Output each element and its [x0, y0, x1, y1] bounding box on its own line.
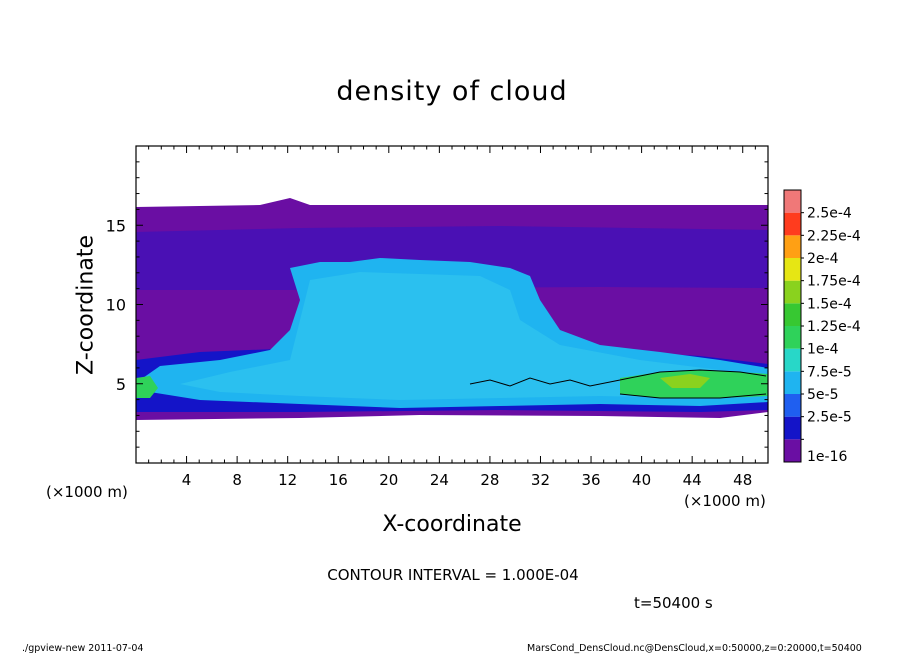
colorbar-label: 7.5e-5: [807, 364, 852, 380]
x-tick-label: 44: [683, 471, 702, 489]
x-ticks: 4 8 12 16 20 24 28 32 36 40 44 48: [148, 146, 756, 489]
colorbar-label: 1e-4: [807, 342, 839, 358]
x-axis-label: X-coordinate: [382, 512, 522, 537]
x-axis-unit: (×1000 m): [684, 492, 766, 510]
colorbar-label: 2.25e-4: [807, 228, 861, 244]
layer-dense-core: [660, 374, 710, 388]
y-tick-label: 10: [106, 296, 126, 315]
colorbar-swatch: [784, 326, 801, 349]
contour-line: [619, 393, 767, 399]
y-tick-label: 15: [106, 216, 126, 235]
contour-interval: CONTOUR INTERVAL = 1.000E-04: [327, 566, 579, 584]
footer-right: MarsCond_DensCloud.nc@DensCloud,x=0:5000…: [527, 643, 862, 654]
footer-left: ./gpview-new 2011-07-04: [22, 643, 144, 654]
layer-cloud-inner: [180, 272, 760, 400]
colorbar-label: 5e-5: [807, 387, 838, 403]
colorbar-swatch: [784, 212, 801, 236]
colorbar: 1e-16 2.5e-5 5e-5 7.5e-5 1e-4 1.25e-4 1.5e-4 1.…: [783, 189, 861, 465]
colorbar-swatch: [784, 348, 801, 372]
colorbar-label: 1.25e-4: [807, 319, 861, 335]
density-field: [136, 198, 768, 420]
colorbar-label: 2e-4: [807, 251, 839, 267]
y-ticks: 5 10 15: [106, 161, 768, 448]
chart-title: density of cloud: [336, 76, 568, 107]
layer-dense-left: [136, 376, 158, 398]
x-tick-label: 24: [430, 471, 449, 489]
colorbar-swatch: [784, 235, 801, 258]
colorbar-swatch: [784, 303, 801, 326]
colorbar-swatch: [784, 439, 801, 462]
time-label: t=50400 s: [634, 594, 713, 612]
x-tick-label: 40: [632, 471, 651, 489]
x-tick-label: 4: [182, 471, 192, 489]
colorbar-label: 1.5e-4: [807, 296, 852, 312]
contour-line: [619, 369, 767, 381]
colorbar-swatch: [784, 258, 801, 281]
x-tick-label: 28: [480, 471, 499, 489]
colorbar-swatch: [784, 371, 801, 394]
x-tick-label: 32: [531, 471, 550, 489]
x-tick-label: 16: [329, 471, 348, 489]
colorbar-swatch: [784, 394, 801, 417]
y-axis-unit: (×1000 m): [46, 483, 128, 501]
x-tick-label: 12: [278, 471, 297, 489]
colorbar-label: 2.5e-5: [807, 410, 852, 426]
colorbar-label: 1.75e-4: [807, 274, 861, 290]
colorbar-swatch: [784, 280, 801, 304]
colorbar-swatch: [784, 416, 801, 440]
x-tick-label: 48: [733, 471, 752, 489]
x-tick-label: 8: [232, 471, 242, 489]
y-axis-label: Z-coordinate: [73, 235, 99, 375]
contour-line: [469, 377, 621, 387]
x-tick-label: 20: [379, 471, 398, 489]
x-tick-label: 36: [581, 471, 600, 489]
y-tick-label: 5: [116, 375, 126, 394]
colorbar-label: 1e-16: [807, 449, 847, 465]
colorbar-swatch: [784, 190, 801, 213]
colorbar-label: 2.5e-4: [807, 206, 852, 222]
